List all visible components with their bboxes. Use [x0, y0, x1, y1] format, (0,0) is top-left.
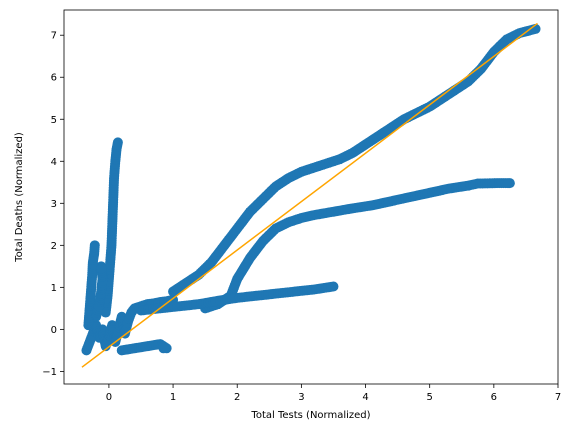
- y-tick-label: 4: [51, 157, 57, 168]
- y-tick-label: 7: [51, 31, 57, 42]
- y-tick-label: −1: [42, 367, 57, 378]
- x-axis-ticks: 0 1 2 3 4 5 6 7: [106, 384, 561, 403]
- y-tick-label: 5: [51, 115, 57, 126]
- x-tick-label: 4: [362, 392, 368, 403]
- y-axis-label: Total Deaths (Normalized): [14, 132, 25, 263]
- x-tick-label: 0: [106, 392, 112, 403]
- data-point: [90, 242, 100, 252]
- x-tick-label: 3: [298, 392, 304, 403]
- y-tick-label: 1: [51, 283, 57, 294]
- x-tick-label: 1: [170, 392, 176, 403]
- x-axis-label: Total Tests (Normalized): [250, 410, 370, 421]
- data-point: [160, 342, 170, 352]
- y-axis-ticks: −1 0 1 2 3 4 5 6 7: [42, 31, 64, 378]
- data-point: [326, 282, 336, 292]
- y-tick-label: 0: [51, 325, 57, 336]
- data-point: [503, 178, 513, 188]
- x-tick-label: 7: [555, 392, 561, 403]
- x-tick-label: 2: [234, 392, 240, 403]
- y-tick-label: 6: [51, 73, 57, 84]
- y-tick-label: 3: [51, 199, 57, 210]
- x-tick-label: 6: [491, 392, 497, 403]
- y-tick-label: 2: [51, 241, 57, 252]
- x-tick-label: 5: [427, 392, 433, 403]
- data-point: [96, 263, 106, 273]
- data-point: [112, 139, 122, 149]
